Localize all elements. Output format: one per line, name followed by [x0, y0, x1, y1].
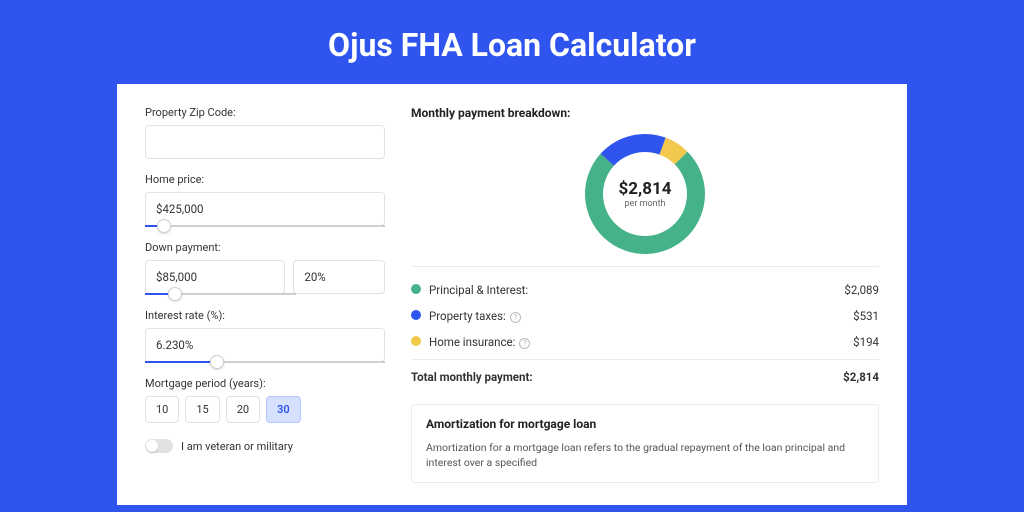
donut-chart: $2,814 per month: [585, 134, 705, 254]
mortgage-period-label: Mortgage period (years):: [145, 377, 385, 390]
period-option-15[interactable]: 15: [185, 396, 219, 423]
home-price-label: Home price:: [145, 173, 385, 186]
interest-rate-group: Interest rate (%):: [145, 309, 385, 363]
veteran-row: I am veteran or military: [145, 439, 385, 453]
amortization-box: Amortization for mortgage loan Amortizat…: [411, 404, 879, 483]
period-option-30[interactable]: 30: [266, 396, 301, 423]
help-icon[interactable]: ?: [519, 338, 530, 349]
home-price-slider[interactable]: [145, 225, 385, 227]
donut-total: $2,814: [619, 179, 672, 199]
home-price-group: Home price:: [145, 173, 385, 227]
legend-value: $194: [853, 335, 879, 349]
breakdown-title: Monthly payment breakdown:: [411, 106, 879, 120]
donut-segment-property_taxes: [601, 134, 666, 166]
legend-row: Principal & Interest: $2,089: [411, 277, 879, 303]
down-payment-amount-input[interactable]: [145, 260, 285, 294]
divider: [411, 266, 879, 267]
total-value: $2,814: [843, 370, 879, 384]
home-price-input[interactable]: [145, 192, 385, 226]
zip-input[interactable]: [145, 125, 385, 159]
legend-label: Principal & Interest:: [429, 283, 528, 297]
total-row: Total monthly payment: $2,814: [411, 359, 879, 390]
results-column: Monthly payment breakdown: $2,814 per mo…: [411, 106, 879, 483]
down-payment-pct-input[interactable]: [293, 260, 385, 294]
legend-swatch: [411, 284, 421, 294]
legend-label: Home insurance:: [429, 335, 515, 349]
period-option-10[interactable]: 10: [145, 396, 179, 423]
help-icon[interactable]: ?: [510, 312, 521, 323]
legend-swatch: [411, 336, 421, 346]
legend-swatch: [411, 310, 421, 320]
veteran-toggle[interactable]: [145, 439, 173, 453]
down-payment-slider[interactable]: [145, 293, 296, 295]
mortgage-period-group: Mortgage period (years): 1015 2030: [145, 377, 385, 423]
zip-group: Property Zip Code:: [145, 106, 385, 159]
down-payment-group: Down payment:: [145, 241, 385, 295]
down-payment-label: Down payment:: [145, 241, 385, 254]
calculator-panel: Property Zip Code: Home price: Down paym…: [117, 84, 907, 505]
legend-row: Home insurance:? $194: [411, 329, 879, 355]
amortization-text: Amortization for a mortgage loan refers …: [426, 441, 864, 470]
interest-rate-label: Interest rate (%):: [145, 309, 385, 322]
interest-rate-input[interactable]: [145, 328, 385, 362]
period-option-20[interactable]: 20: [226, 396, 260, 423]
veteran-label: I am veteran or military: [181, 440, 293, 453]
legend-value: $531: [853, 309, 879, 323]
total-label: Total monthly payment:: [411, 370, 533, 384]
amortization-title: Amortization for mortgage loan: [426, 417, 864, 431]
legend-value: $2,089: [844, 283, 879, 297]
interest-rate-slider[interactable]: [145, 361, 385, 363]
legend-row: Property taxes:? $531: [411, 303, 879, 329]
input-column: Property Zip Code: Home price: Down paym…: [145, 106, 385, 483]
legend-label: Property taxes:: [429, 309, 506, 323]
donut-sub: per month: [619, 199, 672, 209]
page-title: Ojus FHA Loan Calculator: [0, 0, 1024, 84]
zip-label: Property Zip Code:: [145, 106, 385, 119]
